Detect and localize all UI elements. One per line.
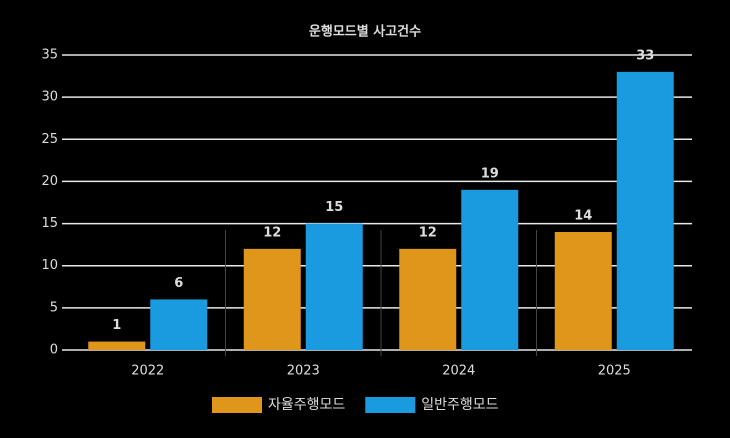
x-tick-label: 2022: [131, 364, 164, 379]
bar: [243, 248, 301, 350]
data-label: 14: [574, 209, 592, 224]
data-label: 6: [174, 276, 183, 291]
bar: [305, 223, 363, 350]
y-tick-label: 25: [41, 132, 58, 147]
legend-label: 자율주행모드: [268, 397, 345, 413]
y-tick-label: 5: [50, 300, 58, 315]
bar: [616, 71, 674, 350]
y-tick-label: 35: [41, 48, 58, 63]
y-tick-label: 15: [41, 216, 58, 231]
x-tick-label: 2025: [598, 364, 631, 379]
chart-title: 운행모드별 사고건수: [309, 24, 421, 40]
y-tick-label: 30: [41, 90, 58, 105]
data-label: 33: [636, 48, 654, 63]
data-label: 15: [325, 200, 343, 215]
x-tick-label: 2024: [442, 364, 475, 379]
data-label: 1: [112, 318, 121, 333]
x-tick-label: 2023: [287, 364, 320, 379]
y-tick-label: 10: [41, 258, 58, 273]
y-tick-label: 0: [50, 343, 58, 358]
data-label: 12: [263, 225, 281, 240]
bar: [399, 248, 457, 350]
legend-swatch: [212, 397, 262, 413]
bar: [461, 189, 519, 350]
legend-swatch: [365, 397, 416, 413]
y-tick-label: 20: [41, 174, 58, 189]
data-label: 12: [419, 225, 437, 240]
bar: [150, 299, 208, 350]
data-label: 19: [481, 166, 499, 181]
legend-label: 일반주행모드: [421, 397, 498, 413]
bar: [88, 341, 146, 350]
bar: [554, 232, 612, 350]
